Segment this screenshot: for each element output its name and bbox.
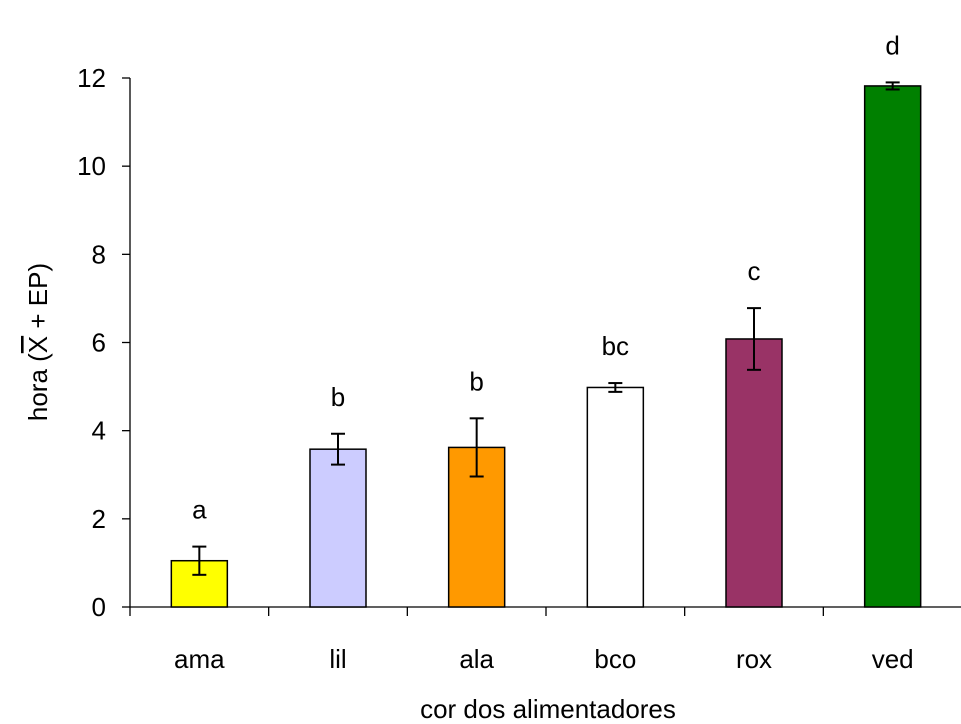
y-axis-title: hora (X + EP): [23, 263, 53, 421]
y-tick-label: 2: [92, 504, 106, 534]
x-tick-label: bco: [594, 644, 636, 674]
y-tick-label: 12: [77, 63, 106, 93]
error-bar: [608, 382, 623, 393]
x-axis-title: cor dos alimentadores: [420, 694, 676, 724]
x-tick-label: rox: [736, 644, 772, 674]
x-tick-label: ala: [459, 644, 494, 674]
error-bar: [331, 432, 345, 466]
y-tick-label: 8: [92, 239, 106, 269]
significance-label: b: [331, 382, 345, 412]
y-axis-title-text: hora (X + EP): [23, 263, 53, 421]
x-tick-label: ved: [872, 644, 914, 674]
bar: [586, 386, 645, 608]
error-bar: [192, 545, 207, 576]
significance-labels-group: a b b bc c d: [192, 30, 900, 524]
bar: [725, 338, 783, 608]
error-bar: [747, 307, 761, 371]
bar: [309, 448, 367, 608]
y-tick-label: 0: [92, 592, 106, 622]
significance-label: d: [885, 30, 899, 60]
y-tick-label: 4: [92, 416, 106, 446]
error-bar: [885, 81, 900, 91]
significance-label: bc: [602, 331, 629, 361]
significance-label: c: [748, 256, 761, 286]
bar: [863, 85, 922, 608]
significance-label: b: [469, 366, 483, 396]
significance-label: a: [192, 495, 207, 525]
x-tick-label: lil: [329, 644, 346, 674]
y-axis: 0 2 4 6 8 10 12: [77, 63, 131, 622]
x-axis: ama lil ala bco rox ved: [129, 606, 961, 674]
x-tick-label: ama: [174, 644, 225, 674]
error-bars-group: [192, 81, 900, 576]
bars-group: [170, 85, 922, 608]
y-tick-label: 10: [77, 151, 106, 181]
y-tick-label: 6: [92, 328, 106, 358]
error-bar: [469, 417, 484, 478]
